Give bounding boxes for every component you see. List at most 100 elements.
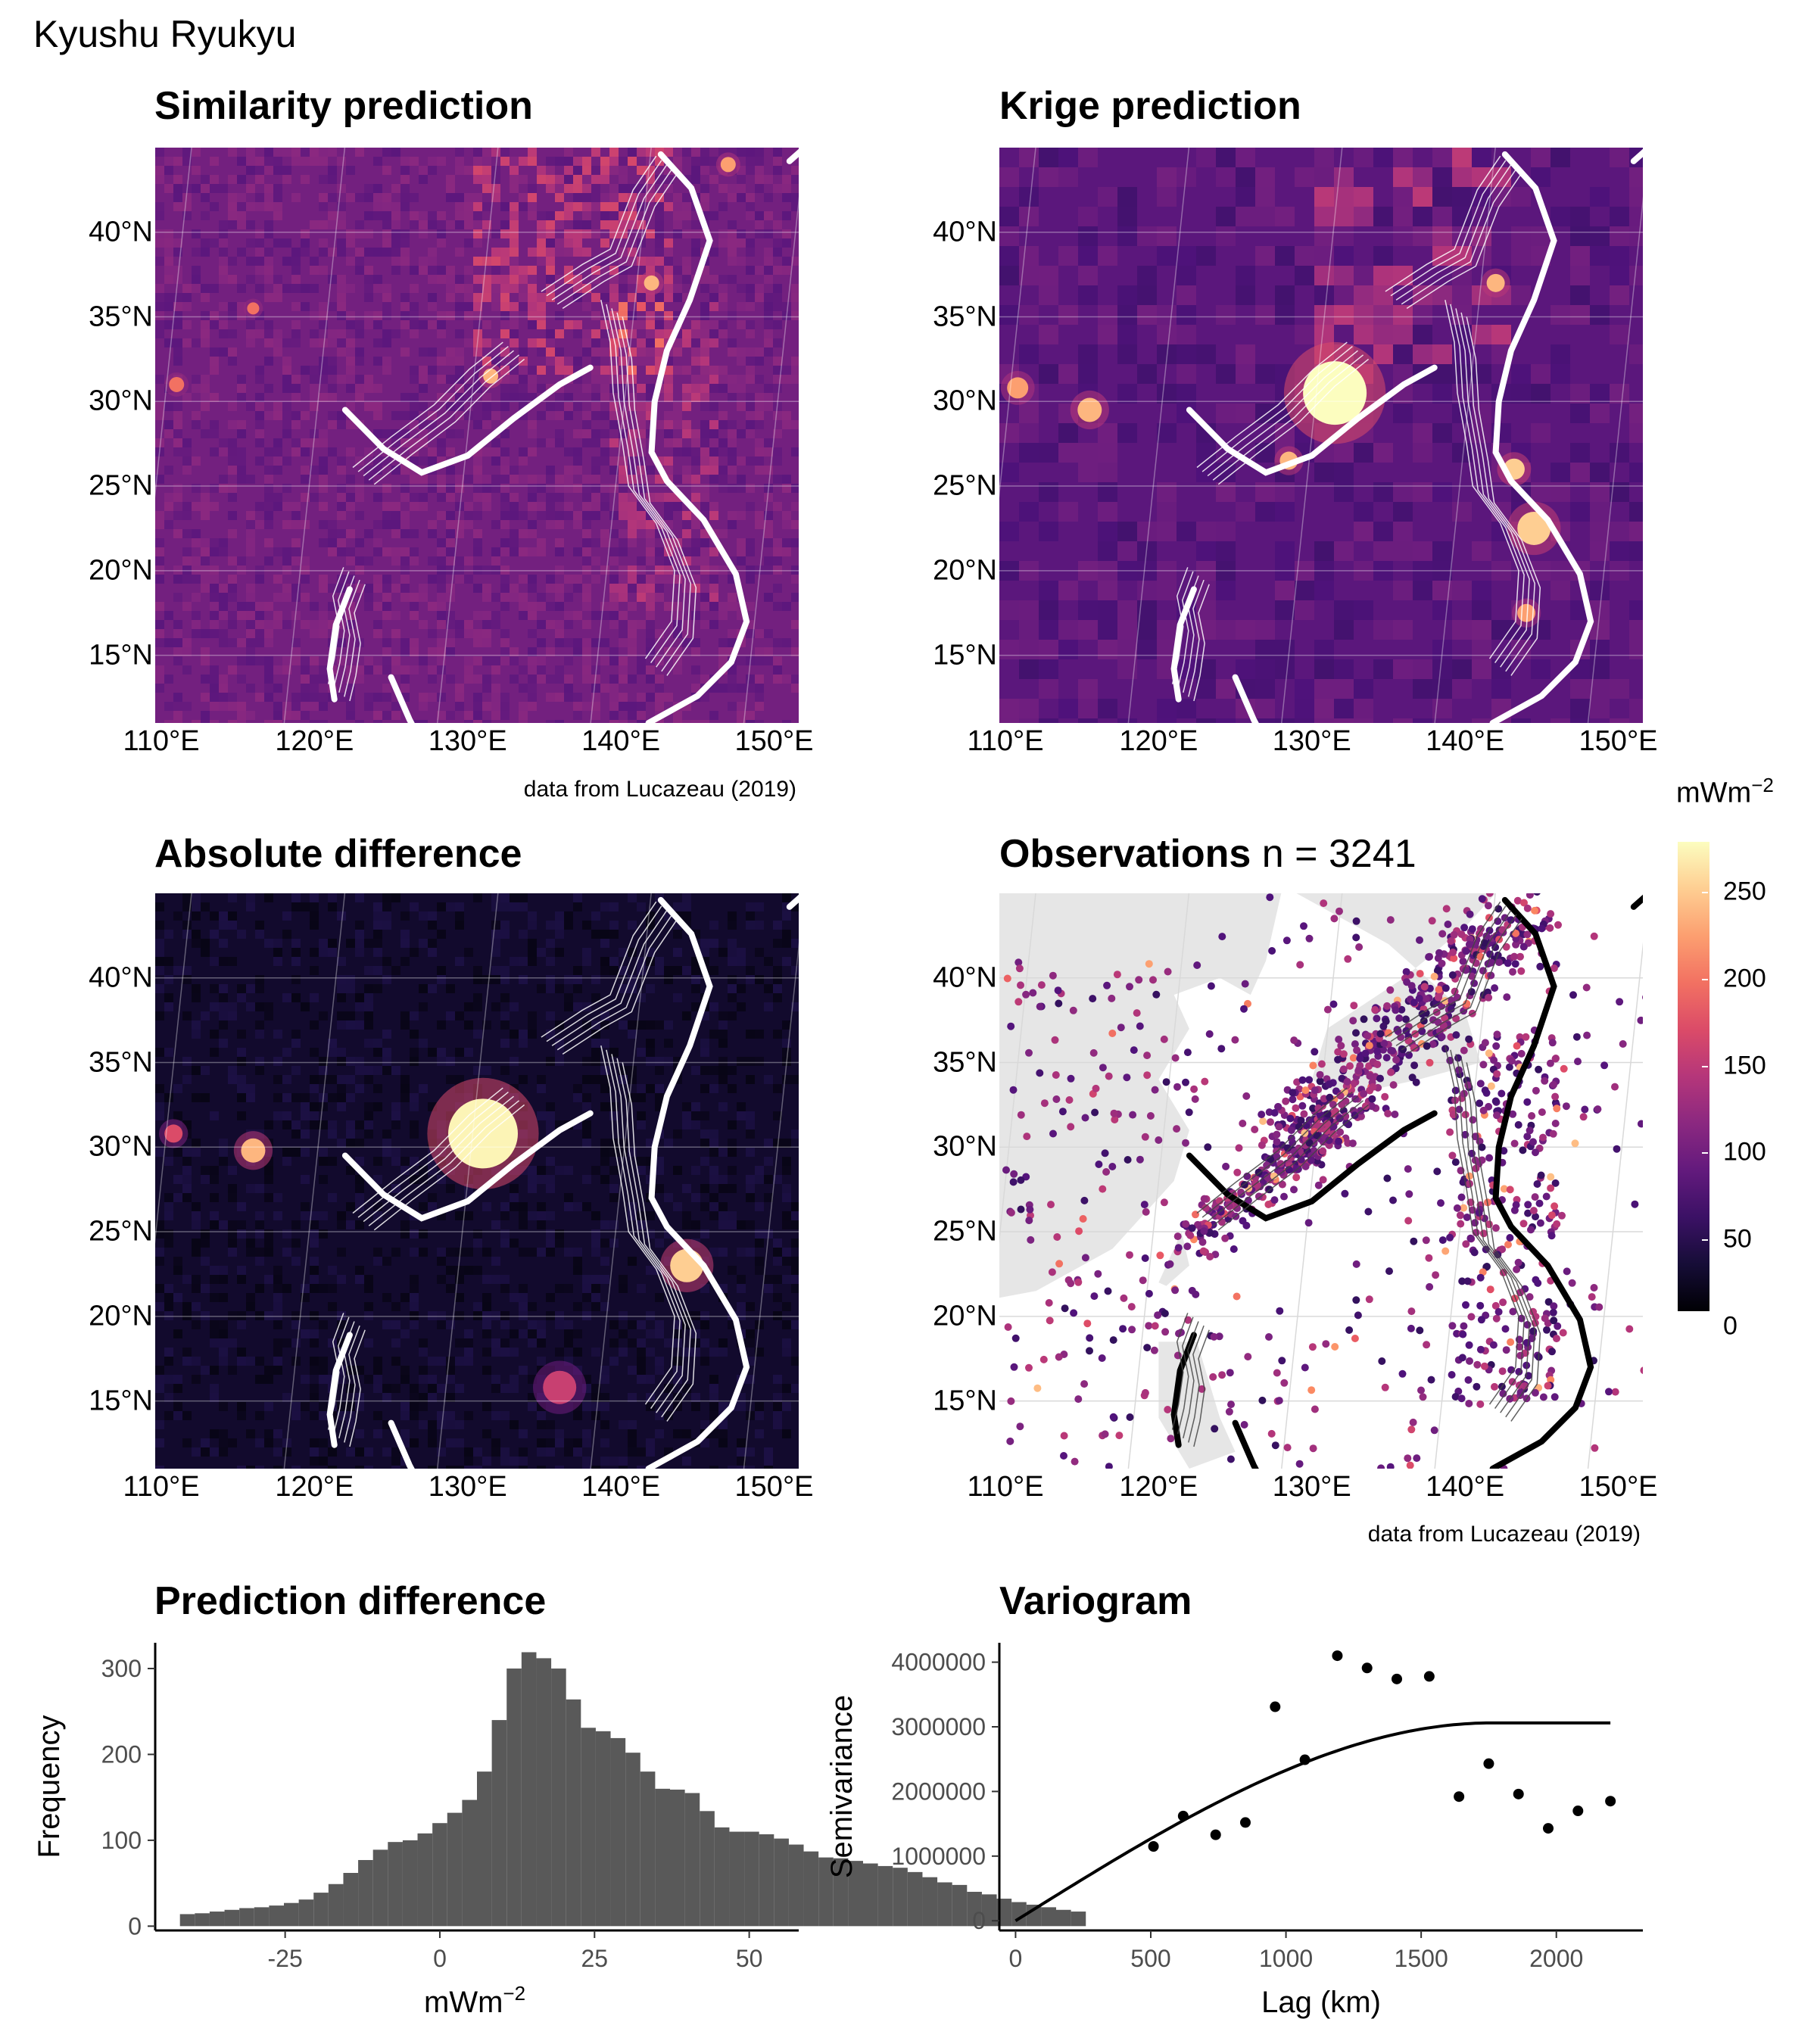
x-tick-label: -25 — [268, 1945, 303, 1972]
variogram-chart: 0 500 1000 1500 2000 0 1000000 2000000 3000000 40… — [825, 1643, 1643, 2019]
histogram-bar — [372, 1849, 388, 1927]
x-tick-label: 25 — [581, 1945, 608, 1972]
histogram-bar — [269, 1905, 284, 1927]
y-axis-label: Frequency — [33, 1715, 66, 1859]
lat-tick-label: 35°N — [933, 301, 997, 333]
y-axis-label: Semivariance — [825, 1695, 859, 1878]
histogram-bar — [506, 1669, 522, 1927]
krige-lon-axis: 110°E 120°E 130°E 140°E 150°E — [967, 725, 1657, 763]
x-tick-label: 500 — [1130, 1945, 1170, 1972]
preddiff-title: Prediction difference — [154, 1579, 547, 1623]
x-tick-label: 50 — [736, 1945, 763, 1972]
absdiff-lon-axis: 110°E 120°E 130°E 140°E 150°E — [123, 1471, 813, 1509]
krige-lat-axis: 40°N 35°N 30°N 25°N 20°N 15°N — [914, 148, 997, 723]
lat-tick-label: 15°N — [933, 639, 997, 671]
trench-line — [1232, 674, 1259, 723]
legend-colorbar — [1678, 842, 1709, 1311]
x-tick-label: 1500 — [1395, 1945, 1448, 1972]
similarity-caption: data from Lucazeau (2019) — [523, 777, 796, 802]
trench-line — [1630, 894, 1643, 910]
similarity-title: Similarity prediction — [154, 84, 533, 128]
x-axis-label: mWm−2 — [424, 1982, 525, 2019]
variogram-point — [1543, 1823, 1554, 1834]
histogram-bar — [684, 1793, 700, 1927]
observations-lon-axis: 110°E 120°E 130°E 140°E 150°E — [967, 1471, 1657, 1509]
lon-tick-label: 150°E — [1579, 1471, 1658, 1503]
lat-tick-label: 30°N — [933, 385, 997, 417]
histogram-bar — [803, 1851, 819, 1927]
prediction-difference-histogram: -25 0 25 50 0 100 200 300 mWm−2 Frequency — [33, 1643, 1086, 2019]
trench-line — [1232, 1419, 1259, 1469]
trench-line — [1170, 1332, 1197, 1448]
observations-count: n = 3241 — [1261, 832, 1417, 876]
lon-tick-label: 130°E — [428, 725, 507, 757]
lat-tick-label: 20°N — [933, 1300, 997, 1332]
legend-ticks: 250 200 150 100 50 0 — [1702, 842, 1800, 1341]
histogram-bar — [566, 1699, 581, 1927]
histogram-bar — [402, 1840, 418, 1927]
histogram-bar — [239, 1908, 254, 1927]
histogram-bar — [195, 1913, 210, 1927]
histogram-bar — [254, 1907, 270, 1927]
histogram-bar — [209, 1912, 225, 1927]
lat-tick-label: 15°N — [89, 1385, 153, 1417]
histogram-bar — [284, 1902, 299, 1927]
histogram-bar — [907, 1871, 923, 1927]
variogram-point — [1299, 1754, 1311, 1765]
lat-tick-label: 30°N — [933, 1130, 997, 1163]
similarity-map — [155, 148, 799, 723]
trench-line — [1186, 364, 1438, 476]
variogram-point — [1361, 1662, 1373, 1674]
y-tick-label: 100 — [101, 1827, 142, 1854]
variogram-point — [1572, 1806, 1584, 1817]
histogram-bar — [670, 1789, 685, 1927]
variogram-point — [1392, 1673, 1402, 1684]
lat-tick-label: 15°N — [933, 1385, 997, 1417]
histogram-bar — [700, 1811, 715, 1927]
krige-map — [999, 148, 1643, 723]
trench-line — [388, 1419, 415, 1469]
lon-tick-label: 120°E — [275, 725, 354, 757]
variogram-point — [1210, 1829, 1221, 1840]
absdiff-title: Absolute difference — [154, 832, 522, 876]
lat-tick-label: 40°N — [89, 961, 153, 994]
histogram-bar — [491, 1720, 507, 1927]
lat-tick-label: 20°N — [933, 554, 997, 587]
lon-tick-label: 140°E — [1426, 725, 1505, 757]
trench-line — [341, 364, 594, 476]
y-tick-label: 4000000 — [891, 1649, 986, 1676]
lon-tick-label: 110°E — [123, 1471, 200, 1503]
trench-line — [645, 151, 750, 723]
trench-line — [1186, 1110, 1438, 1222]
trench-line — [341, 1110, 594, 1222]
lon-tick-label: 130°E — [1272, 1471, 1351, 1503]
legend-tick-mark — [1702, 891, 1708, 893]
legend-tick-label: 200 — [1723, 964, 1766, 993]
trench-line — [326, 1332, 353, 1448]
histogram-bar — [744, 1831, 759, 1927]
histogram-bar — [417, 1833, 433, 1927]
histogram-bar — [432, 1823, 447, 1927]
histogram-bar — [833, 1858, 849, 1927]
histogram-bar — [328, 1884, 344, 1927]
histogram-bar — [1056, 1909, 1071, 1927]
legend-title: mWm−2 — [1676, 774, 1774, 810]
histogram-bar — [447, 1812, 463, 1927]
observations-lat-axis: 40°N 35°N 30°N 25°N 20°N 15°N — [914, 893, 997, 1469]
obs-map-canvas — [999, 893, 1643, 1469]
lon-tick-label: 140°E — [581, 1471, 661, 1503]
histogram-bar — [714, 1827, 730, 1927]
variogram-point — [1240, 1817, 1251, 1828]
legend-tick-mark — [1702, 1152, 1708, 1154]
lon-tick-label: 150°E — [734, 1471, 814, 1503]
trench-line — [326, 586, 353, 703]
lon-tick-label: 150°E — [1579, 725, 1658, 757]
lon-tick-label: 110°E — [967, 1471, 1044, 1503]
variogram-point — [1177, 1810, 1189, 1821]
histogram-bar — [729, 1831, 745, 1927]
y-tick-label: 300 — [101, 1655, 142, 1682]
histogram-bar — [224, 1909, 240, 1927]
variogram-point — [1148, 1840, 1159, 1852]
lat-tick-label: 20°N — [89, 1300, 153, 1332]
lat-tick-label: 15°N — [89, 639, 153, 671]
